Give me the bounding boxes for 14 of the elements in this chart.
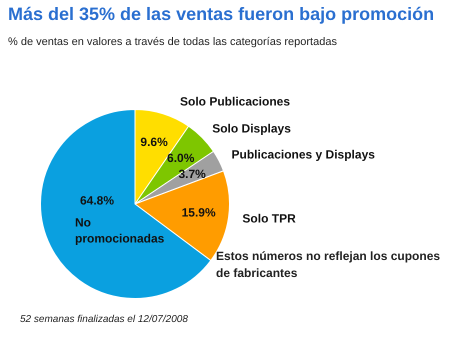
slice-label: Publicaciones y Displays xyxy=(232,148,376,162)
data-label: 64.8% xyxy=(80,193,114,208)
slice-label: No promocionadas xyxy=(74,215,165,246)
data-label: 15.9% xyxy=(182,205,216,220)
slice-label: Solo Displays xyxy=(212,121,292,136)
slice-label: Solo TPR xyxy=(242,211,296,226)
slice-label: Solo Publicaciones xyxy=(180,94,290,109)
data-label: 9.6% xyxy=(140,134,168,149)
chart-subtitle: % de ventas en valores a través de todas las categorías reportadas xyxy=(8,36,337,48)
text: Estos números no reflejan los cupones de fabricantes xyxy=(216,248,442,282)
data-label: 3.7% xyxy=(178,166,206,181)
chart-title: Más del 35% de las ventas fueron bajo promoción xyxy=(8,4,434,25)
data-label: 6.0% xyxy=(167,151,195,166)
text: 52 semanas finalizadas el 12/07/2008 xyxy=(20,314,188,325)
